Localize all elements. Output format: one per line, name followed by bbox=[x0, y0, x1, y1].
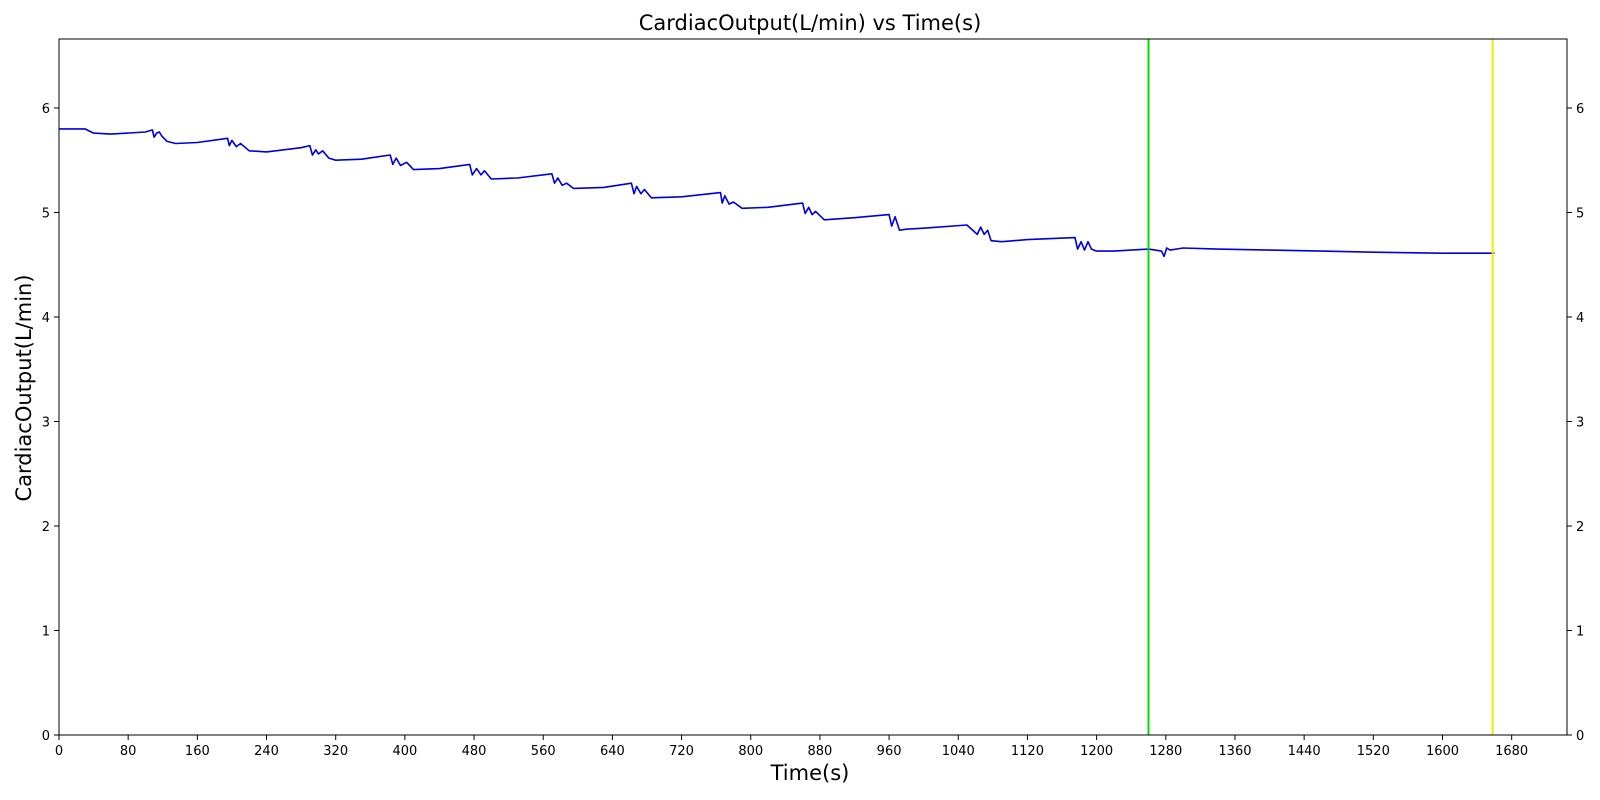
x-tick-label: 0 bbox=[55, 744, 63, 759]
x-tick-label: 1600 bbox=[1426, 744, 1459, 759]
x-tick-label: 1680 bbox=[1495, 744, 1528, 759]
x-tick-label: 1280 bbox=[1149, 744, 1182, 759]
x-tick-label: 800 bbox=[738, 744, 763, 759]
x-tick-label: 640 bbox=[600, 744, 625, 759]
x-tick-label: 400 bbox=[392, 744, 417, 759]
x-tick-label: 1520 bbox=[1357, 744, 1390, 759]
x-axis-label: Time(s) bbox=[770, 761, 850, 785]
x-tick-label: 1360 bbox=[1218, 744, 1251, 759]
x-tick-label: 1200 bbox=[1080, 744, 1113, 759]
y-tick-label-right: 4 bbox=[1576, 311, 1584, 326]
x-tick-label: 720 bbox=[669, 744, 694, 759]
x-tick-label: 80 bbox=[120, 744, 137, 759]
y-tick-label-left: 3 bbox=[42, 415, 50, 430]
y-tick-label-right: 0 bbox=[1576, 729, 1584, 744]
x-tick-label: 240 bbox=[254, 744, 279, 759]
chart-title: CardiacOutput(L/min) vs Time(s) bbox=[639, 11, 982, 35]
x-tick-label: 160 bbox=[185, 744, 210, 759]
y-tick-label-left: 6 bbox=[42, 102, 50, 117]
y-tick-label-right: 1 bbox=[1576, 624, 1584, 639]
x-tick-label: 1040 bbox=[942, 744, 975, 759]
y-axis-label: CardiacOutput(L/min) bbox=[12, 274, 36, 501]
x-tick-label: 880 bbox=[808, 744, 833, 759]
y-tick-label-left: 2 bbox=[42, 520, 50, 535]
x-tick-label: 1120 bbox=[1011, 744, 1044, 759]
y-tick-label-right: 6 bbox=[1576, 102, 1584, 117]
x-tick-label: 320 bbox=[323, 744, 348, 759]
x-tick-label: 560 bbox=[531, 744, 556, 759]
series-line-0 bbox=[59, 128, 1495, 258]
plot-area: 0 80 160 240 320 400 480 560 640 720 800 880 960 1040… bbox=[42, 38, 1584, 759]
y-tick-label-right: 5 bbox=[1576, 206, 1584, 221]
y-tick-label-left: 0 bbox=[42, 729, 50, 744]
x-tick-label: 1440 bbox=[1288, 744, 1321, 759]
y-tick-label-left: 1 bbox=[42, 624, 50, 639]
y-tick-label-right: 3 bbox=[1576, 415, 1584, 430]
x-tick-label: 480 bbox=[462, 744, 487, 759]
y-tick-label-left: 5 bbox=[42, 206, 50, 221]
plot-frame bbox=[58, 38, 1568, 736]
x-tick-label: 960 bbox=[877, 744, 902, 759]
y-tick-label-left: 4 bbox=[42, 311, 50, 326]
y-tick-label-right: 2 bbox=[1576, 520, 1584, 535]
